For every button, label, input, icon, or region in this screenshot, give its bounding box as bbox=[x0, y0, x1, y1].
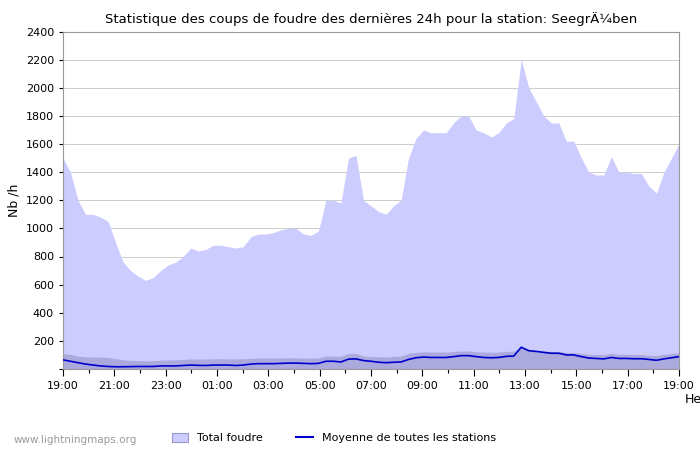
Text: www.lightningmaps.org: www.lightningmaps.org bbox=[14, 435, 137, 445]
Text: Heure: Heure bbox=[685, 392, 700, 405]
Title: Statistique des coups de foudre des dernières 24h pour la station: SeegrÄ¼ben: Statistique des coups de foudre des dern… bbox=[105, 12, 637, 26]
Y-axis label: Nb /h: Nb /h bbox=[7, 184, 20, 217]
